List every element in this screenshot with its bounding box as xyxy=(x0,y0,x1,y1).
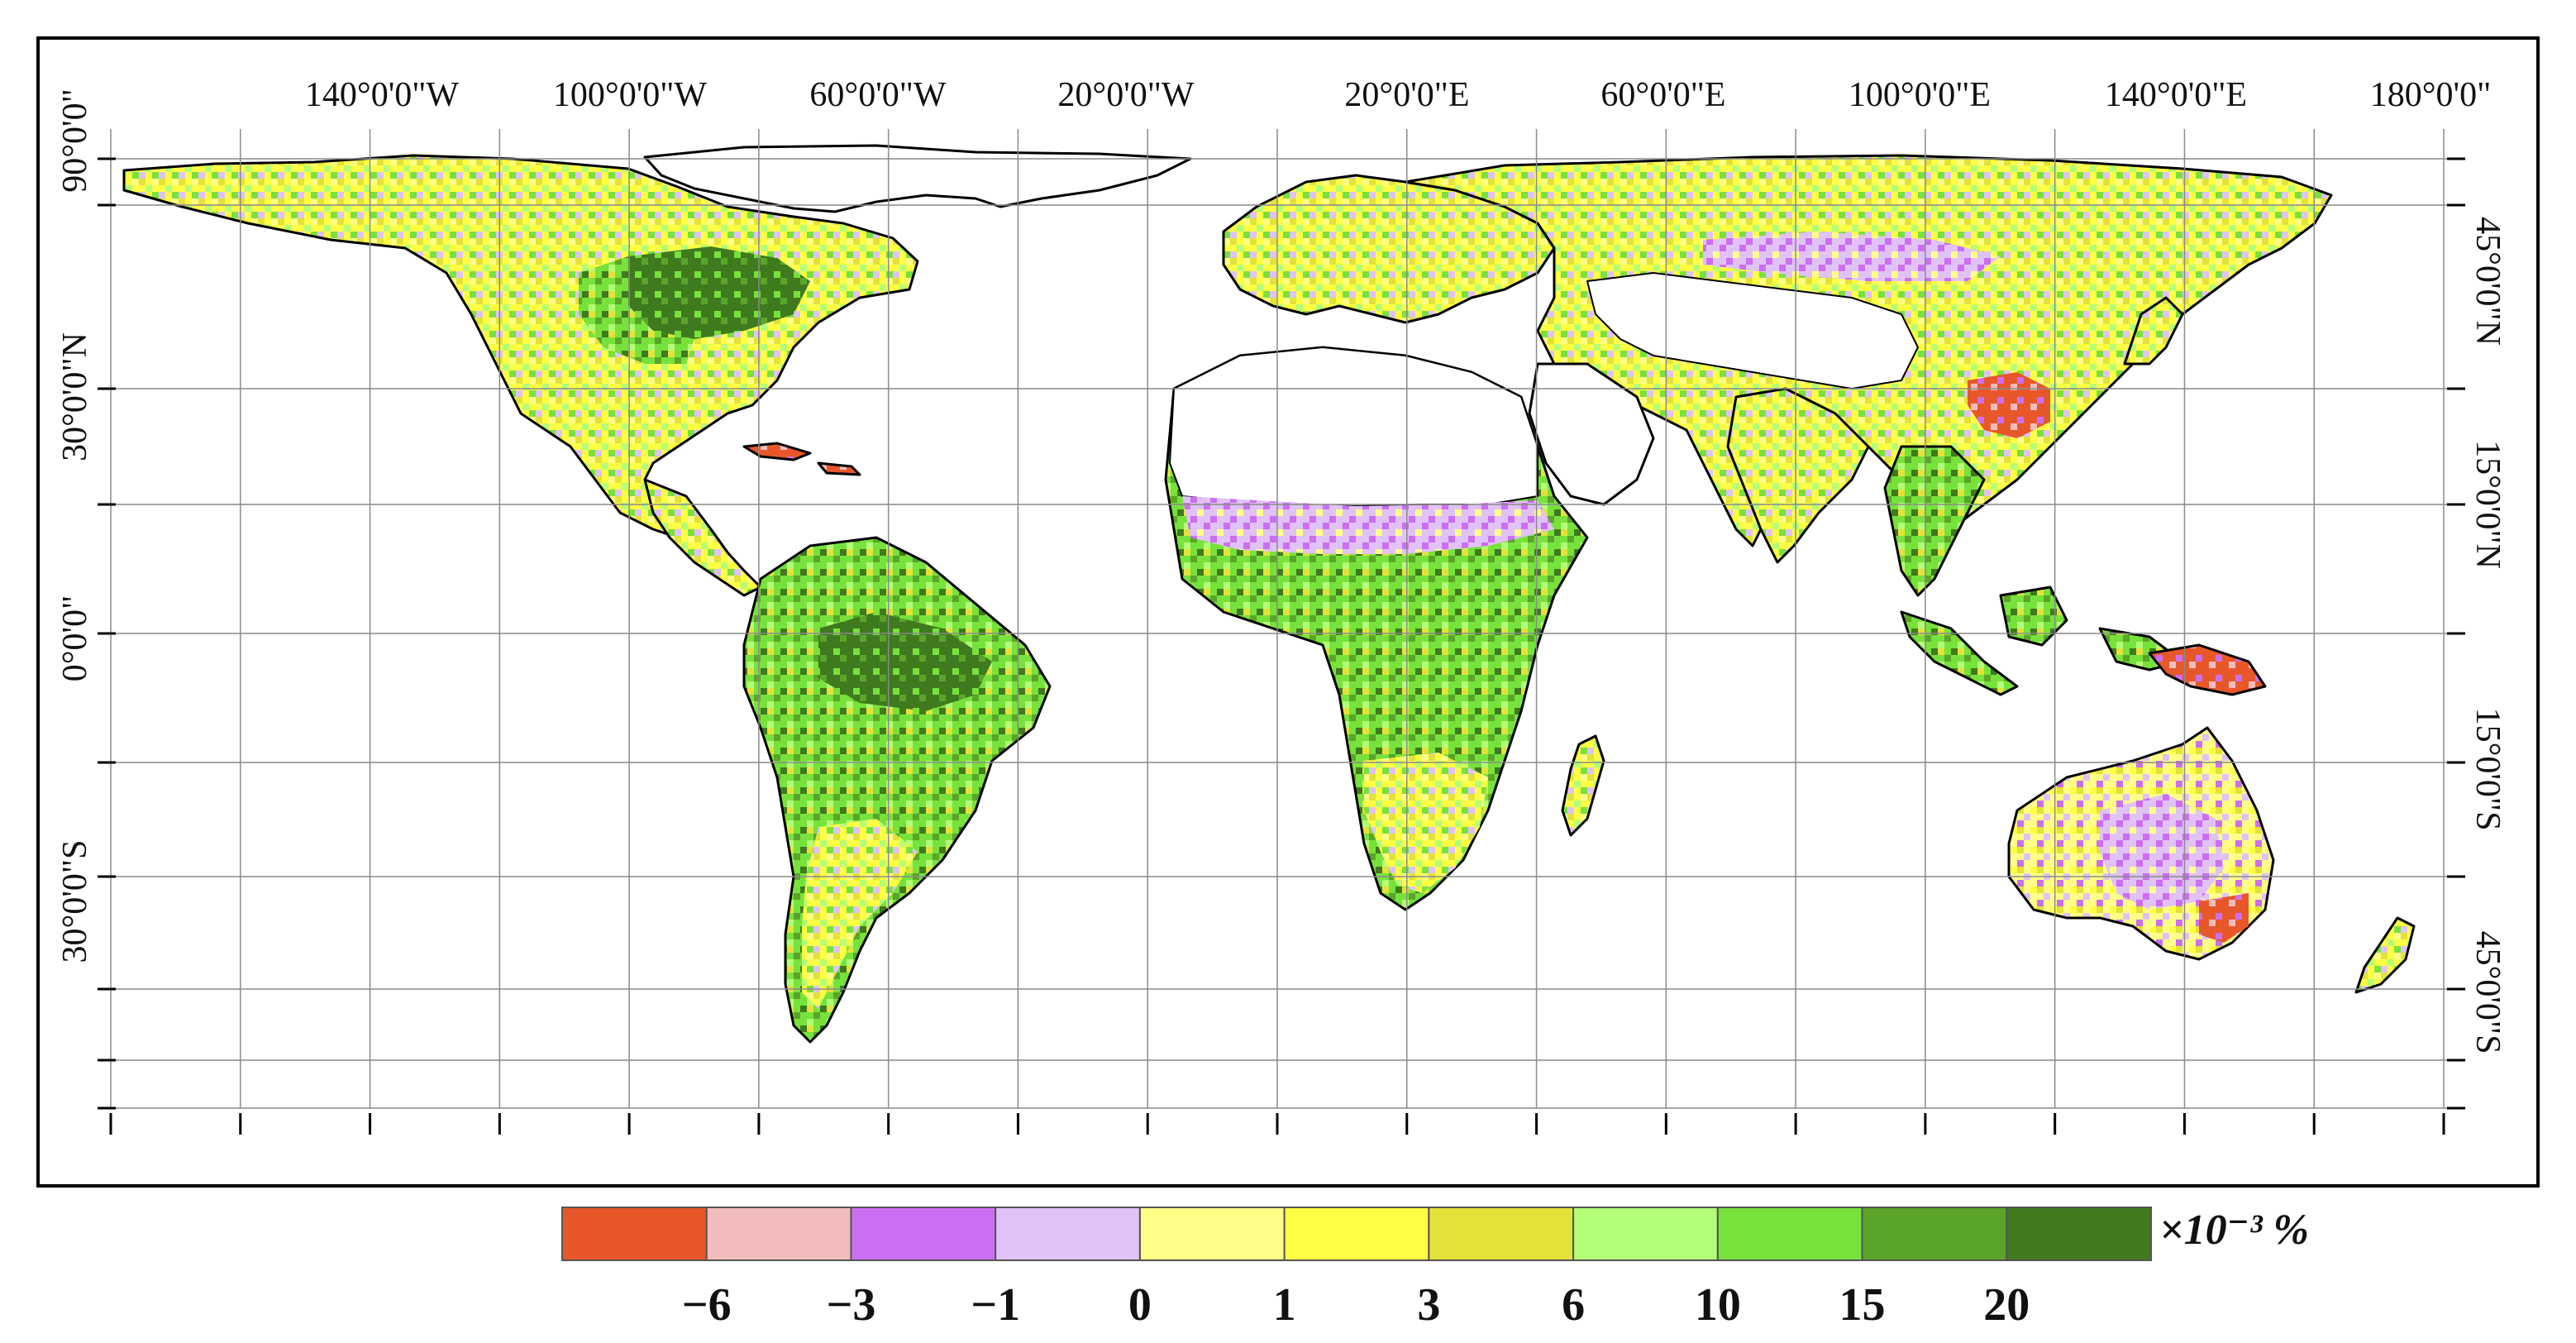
legend-tick-label: 20 xyxy=(1983,1279,2030,1331)
madagascar xyxy=(1561,734,1605,837)
north-america-green xyxy=(579,256,694,364)
left-latitude-labels: 90°0'0" 30°0'0"N 0°0'0" 30°0'0"S xyxy=(56,88,94,963)
new-zealand xyxy=(2354,916,2416,994)
amazon-greening xyxy=(818,612,992,711)
legend-bin xyxy=(2006,1207,2152,1261)
legend-tick-label: −3 xyxy=(826,1279,875,1331)
india xyxy=(1726,387,1870,564)
lon-label-60e: 60°0'0"E xyxy=(1600,76,1725,114)
legend-tick-labels: −6 −3 −1 0 1 3 6 10 15 20 xyxy=(682,1279,2030,1331)
legend-tick-label: 3 xyxy=(1417,1279,1440,1331)
lat-label-right-45n: 45°0'0"N xyxy=(2469,217,2507,346)
asia-arid-mask xyxy=(1586,272,1919,390)
axis-ticks xyxy=(98,157,2465,1135)
graticule xyxy=(106,129,2449,1109)
lon-label-140e: 140°0'0"E xyxy=(2105,76,2247,114)
legend-bin xyxy=(1572,1207,1719,1261)
lon-label-20w: 20°0'0"W xyxy=(1057,76,1195,114)
lat-label-left-0: 0°0'0" xyxy=(56,595,94,682)
lon-label-180: 180°0'0" xyxy=(2370,76,2492,114)
legend-bin xyxy=(1861,1207,2008,1261)
australia-se-browning xyxy=(2199,893,2249,943)
legend-bin xyxy=(1283,1207,1430,1261)
longitude-labels: 140°0'0"W 100°0'0"W 60°0'0"W 20°0'0"W 20… xyxy=(305,76,2491,114)
legend-bins xyxy=(561,1207,2152,1261)
australia-purple xyxy=(2100,794,2224,910)
lat-label-left-30n: 30°0'0"N xyxy=(56,332,94,461)
lat-label-left-90: 90°0'0" xyxy=(56,88,94,193)
legend-tick-label: 6 xyxy=(1562,1279,1585,1331)
southeast-asia xyxy=(1883,445,1986,597)
legend-tick-label: 1 xyxy=(1273,1279,1296,1331)
legend-tick-label: 0 xyxy=(1128,1279,1152,1331)
sahel-purple xyxy=(1182,496,1554,554)
legend-tick-label: 15 xyxy=(1839,1279,1886,1331)
lon-label-20e: 20°0'0"E xyxy=(1344,76,1469,114)
lat-label-right-15n: 15°0'0"N xyxy=(2469,440,2507,569)
legend-tick-label: 10 xyxy=(1695,1279,1741,1331)
central-america xyxy=(643,478,762,597)
legend-bin xyxy=(850,1207,997,1261)
lon-label-140w: 140°0'0"W xyxy=(305,76,460,114)
lon-label-100w: 100°0'0"W xyxy=(553,76,708,114)
siberia-purple xyxy=(1703,232,2001,281)
legend-bin xyxy=(1716,1207,1863,1261)
landmasses xyxy=(122,144,2416,1044)
japan xyxy=(2123,296,2184,366)
lon-label-60w: 60°0'0"W xyxy=(809,76,947,114)
legend-unit: ×10⁻³ % xyxy=(2159,1207,2309,1254)
legend-bin xyxy=(1428,1207,1575,1261)
lat-label-left-30s: 30°0'0"S xyxy=(56,840,94,963)
legend-bin xyxy=(705,1207,852,1261)
legend-bin xyxy=(561,1207,708,1261)
north-america-greening xyxy=(628,246,810,339)
legend-bin xyxy=(995,1207,1141,1261)
lat-label-right-15s: 15°0'0"S xyxy=(2469,708,2507,831)
lat-label-right-45s: 45°0'0"S xyxy=(2469,931,2507,1054)
europe xyxy=(1222,174,1556,324)
new-guinea xyxy=(2148,643,2267,696)
legend-bin xyxy=(1138,1207,1286,1261)
right-latitude-labels: 45°0'0"N 15°0'0"N 15°0'0"S 45°0'0"S xyxy=(2469,217,2507,1054)
color-legend: ×10⁻³ % −6 −3 −1 0 1 3 6 10 15 20 xyxy=(561,1207,2309,1331)
southern-africa xyxy=(1364,753,1488,893)
legend-tick-label: −6 xyxy=(682,1279,732,1331)
caribbean xyxy=(742,442,861,476)
legend-tick-label: −1 xyxy=(971,1279,1020,1331)
arabia xyxy=(1528,362,1655,506)
lon-label-100e: 100°0'0"E xyxy=(1849,76,1991,114)
greenland xyxy=(643,144,1192,213)
